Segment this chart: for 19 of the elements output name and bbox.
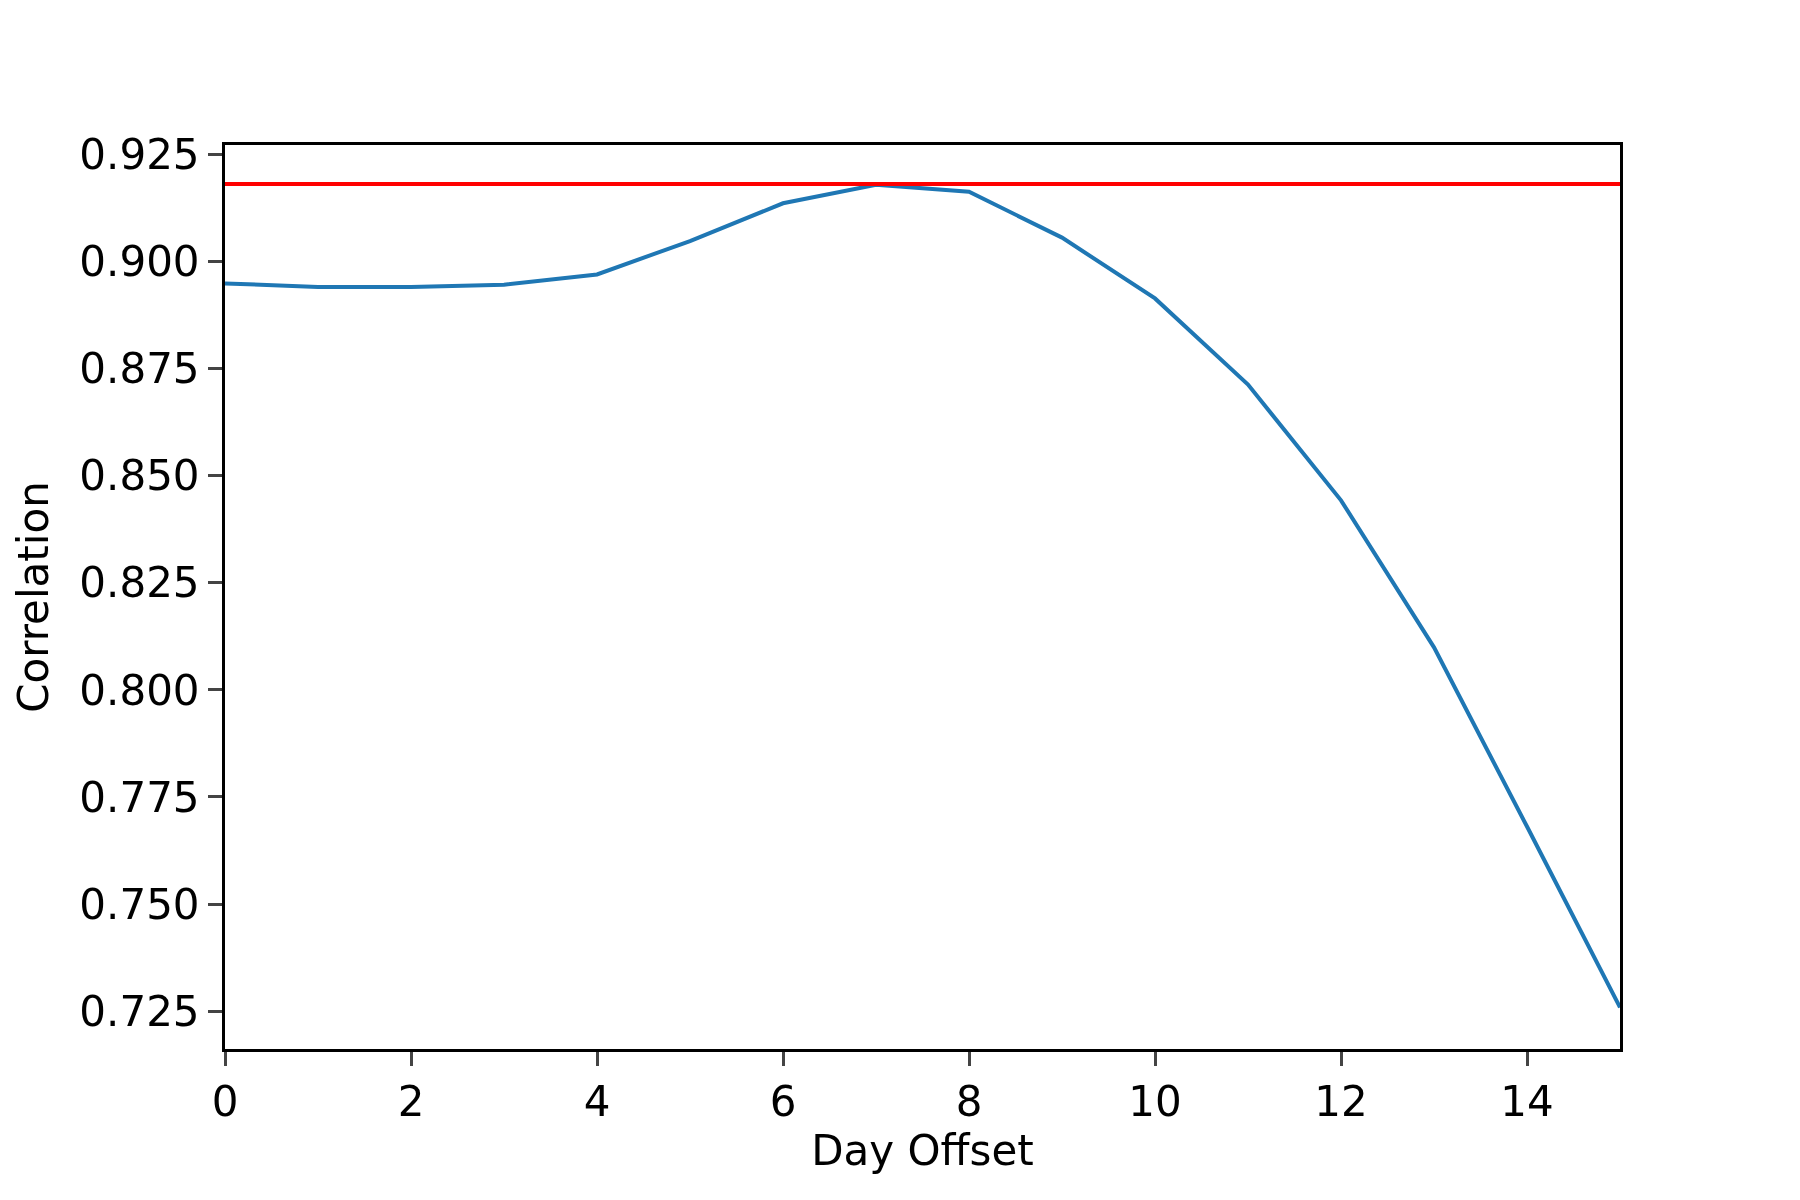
y-tick-label: 0.725 <box>79 986 200 1036</box>
x-tick-label: 10 <box>1128 1077 1182 1127</box>
y-tick-label: 0.925 <box>79 129 200 179</box>
x-tick-label: 4 <box>583 1077 611 1127</box>
y-tick-label: 0.900 <box>79 236 200 286</box>
x-axis-title: Day Offset <box>811 1126 1034 1176</box>
x-tick-label: 2 <box>397 1077 425 1127</box>
y-axis-title: Correlation <box>9 481 59 713</box>
y-tick-label: 0.750 <box>79 879 200 929</box>
x-tick-label: 12 <box>1314 1077 1368 1127</box>
x-tick-label: 14 <box>1500 1077 1554 1127</box>
y-tick-label: 0.850 <box>79 451 200 501</box>
x-tick-label: 6 <box>769 1077 797 1127</box>
x-tick-label: 8 <box>955 1077 983 1127</box>
y-tick-label: 0.800 <box>79 665 200 715</box>
y-tick-label: 0.775 <box>79 772 200 822</box>
y-tick-label: 0.825 <box>79 558 200 608</box>
y-tick-label: 0.875 <box>79 344 200 394</box>
x-tick-label: 0 <box>211 1077 239 1127</box>
